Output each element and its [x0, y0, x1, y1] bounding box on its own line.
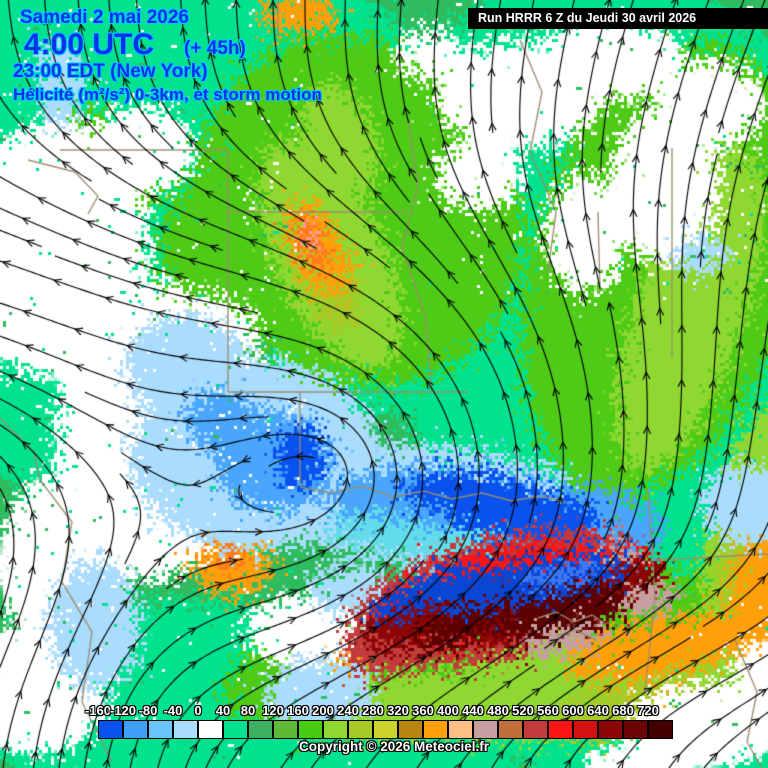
colorbar-swatch: [348, 720, 373, 739]
colorbar-label: 80: [240, 703, 256, 718]
valid-time-local: 23:00 EDT (New York): [13, 61, 208, 82]
valid-time-row: 4:00 UTC (+ 45h): [24, 28, 246, 62]
colorbar-label: 680: [612, 703, 634, 718]
colorbar-label: 360: [412, 703, 434, 718]
colorbar-swatch: [623, 720, 648, 739]
colorbar-swatch: [473, 720, 498, 739]
colorbar-swatch: [573, 720, 598, 739]
colorbar-label: 40: [215, 703, 231, 718]
colorbar-label: -160: [84, 703, 112, 718]
colorbar-swatch: [448, 720, 473, 739]
colorbar-label: -40: [163, 703, 183, 718]
colorbar-swatch: [323, 720, 348, 739]
colorbar-swatch: [498, 720, 523, 739]
copyright: Copyright © 2026 Meteociel.fr: [299, 739, 489, 754]
colorbar-label: 520: [512, 703, 534, 718]
colorbar-swatch: [398, 720, 423, 739]
colorbar-label: 440: [462, 703, 484, 718]
colorbar-label: 600: [562, 703, 584, 718]
colorbar-label: 640: [587, 703, 609, 718]
colorbar-swatch: [273, 720, 298, 739]
colorbar-label: 160: [287, 703, 309, 718]
colorbar-swatch: [198, 720, 223, 739]
colorbar-label: 120: [262, 703, 284, 718]
colorbar-label: 480: [487, 703, 509, 718]
colorbar-swatch: [598, 720, 623, 739]
colorbar-label: 0: [194, 703, 202, 718]
colorbar-swatch: [523, 720, 548, 739]
valid-date: Samedi 2 mai 2026: [20, 7, 189, 28]
colorbar-label: -80: [138, 703, 158, 718]
colorbar-label: 200: [312, 703, 334, 718]
colorbar-swatch: [148, 720, 173, 739]
colorbar: -160 -120 -80 -40 0 40 80 120 160 200 240 280 320 360…: [85, 703, 676, 740]
colorbar-label: -120: [109, 703, 137, 718]
colorbar-label: 320: [387, 703, 409, 718]
colorbar-swatch: [248, 720, 273, 739]
colorbar-swatch: [648, 720, 673, 739]
model-run-info: Run HRRR 6 Z du Jeudi 30 avril 2026: [468, 8, 768, 29]
colorbar-label: 560: [537, 703, 559, 718]
colorbar-swatch: [98, 720, 123, 739]
forecast-offset: (+ 45h): [184, 38, 246, 59]
colorbar-swatch: [173, 720, 198, 739]
parameter-title: Hélicité (m²/s²) 0-3km, et storm motion: [13, 85, 322, 104]
colorbar-label: 240: [337, 703, 359, 718]
colorbar-swatch: [223, 720, 248, 739]
valid-time-utc: 4:00 UTC: [24, 28, 155, 61]
colorbar-swatch: [123, 720, 148, 739]
colorbar-swatch: [548, 720, 573, 739]
colorbar-label: 400: [437, 703, 459, 718]
colorbar-swatch: [298, 720, 323, 739]
colorbar-swatch: [423, 720, 448, 739]
colorbar-label: 720: [637, 703, 659, 718]
colorbar-swatch: [373, 720, 398, 739]
colorbar-label: 280: [362, 703, 384, 718]
